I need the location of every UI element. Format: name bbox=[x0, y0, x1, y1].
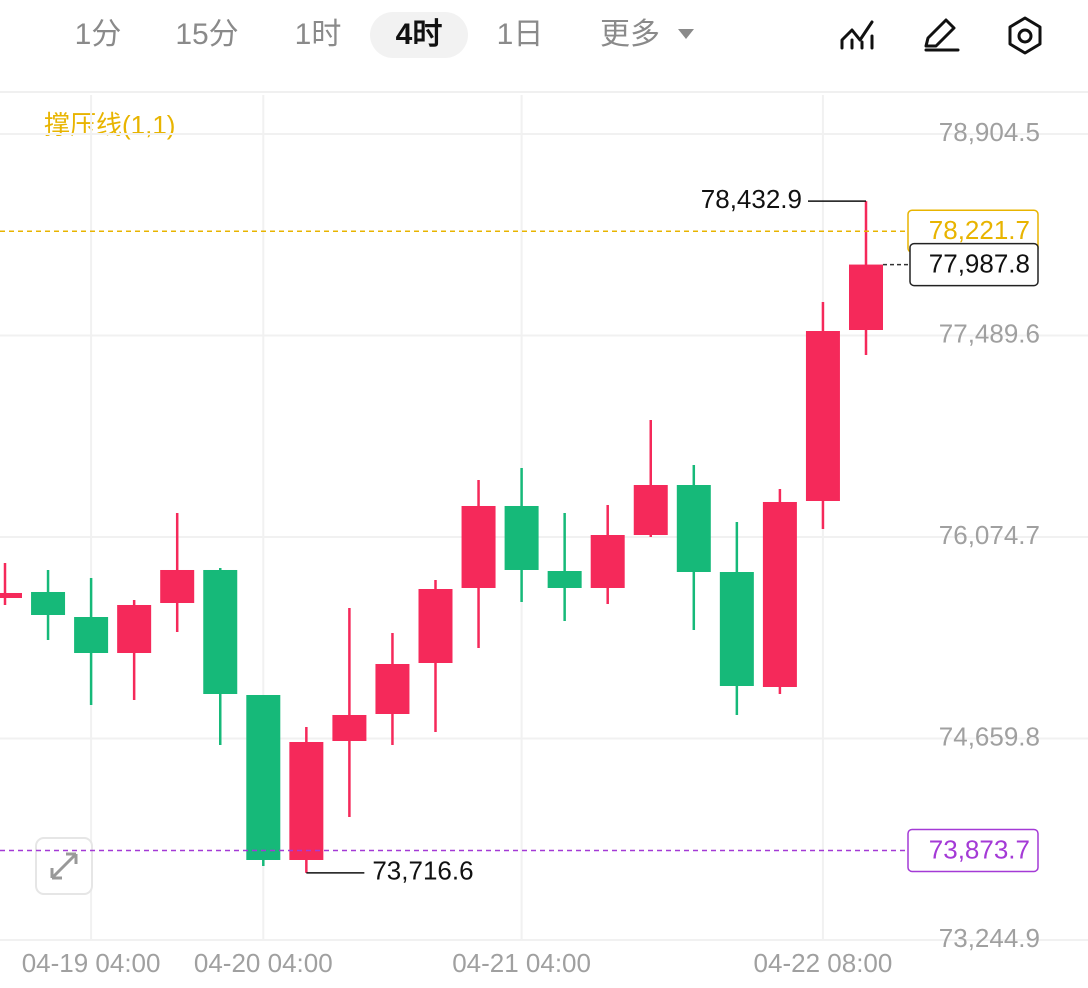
level-box bbox=[907, 828, 1039, 873]
expand-icon bbox=[50, 852, 78, 880]
candle-body bbox=[849, 264, 883, 331]
candle-body bbox=[117, 604, 152, 654]
candle-body bbox=[289, 741, 324, 860]
candle-body bbox=[547, 571, 582, 588]
candle-body bbox=[332, 714, 367, 741]
tab[interactable]: 15分 bbox=[175, 18, 239, 51]
candle-body bbox=[633, 485, 668, 536]
x-tick-label: 04-19 04:00 bbox=[22, 948, 161, 978]
last-price-box bbox=[909, 242, 1039, 287]
candle-body bbox=[160, 569, 195, 604]
x-tick-label: 04-22 08:00 bbox=[754, 948, 893, 978]
indicator-label: 撑压线(1,1) bbox=[44, 110, 175, 140]
candle-body bbox=[461, 505, 496, 588]
candle-body bbox=[31, 591, 66, 615]
candle-body bbox=[676, 485, 711, 573]
candle-body bbox=[203, 569, 238, 695]
candle-body bbox=[0, 592, 22, 599]
tab[interactable]: 1日 bbox=[496, 18, 544, 51]
y-tick-label: 78,904.5 bbox=[939, 117, 1040, 147]
candle-body bbox=[418, 589, 453, 663]
x-tick-label: 04-20 04:00 bbox=[194, 948, 333, 978]
last-price-label: 77,987.8 bbox=[929, 248, 1030, 278]
x-tick-label: 04-21 04:00 bbox=[452, 948, 591, 978]
toolbar: 1分 15分 1时 4时 1日 更多 bbox=[0, 0, 1088, 72]
candle-body bbox=[590, 535, 625, 588]
y-tick-label: 76,074.7 bbox=[939, 520, 1040, 550]
y-tick-label: 74,659.8 bbox=[939, 721, 1040, 751]
high-label: 78,432.9 bbox=[701, 184, 802, 214]
candle-body bbox=[504, 505, 539, 570]
level-label: 73,873.7 bbox=[929, 834, 1030, 864]
candle-body bbox=[805, 331, 840, 501]
candle-body bbox=[762, 501, 797, 687]
y-tick-label: 73,244.9 bbox=[939, 923, 1040, 953]
expand-button[interactable] bbox=[35, 837, 93, 895]
candle-body bbox=[719, 572, 754, 686]
level-label: 78,221.7 bbox=[929, 215, 1030, 245]
tab[interactable]: 1时 bbox=[294, 18, 342, 51]
level-box bbox=[907, 209, 1039, 254]
tab[interactable]: 1分 bbox=[74, 18, 122, 51]
candle-body bbox=[375, 663, 410, 714]
low-label: 73,716.6 bbox=[372, 856, 473, 886]
candle-body bbox=[74, 617, 109, 654]
candle-body bbox=[246, 694, 281, 860]
tab[interactable]: 4时 bbox=[370, 12, 468, 58]
y-tick-label: 77,489.6 bbox=[939, 318, 1040, 348]
tab[interactable]: 更多 bbox=[600, 18, 660, 51]
